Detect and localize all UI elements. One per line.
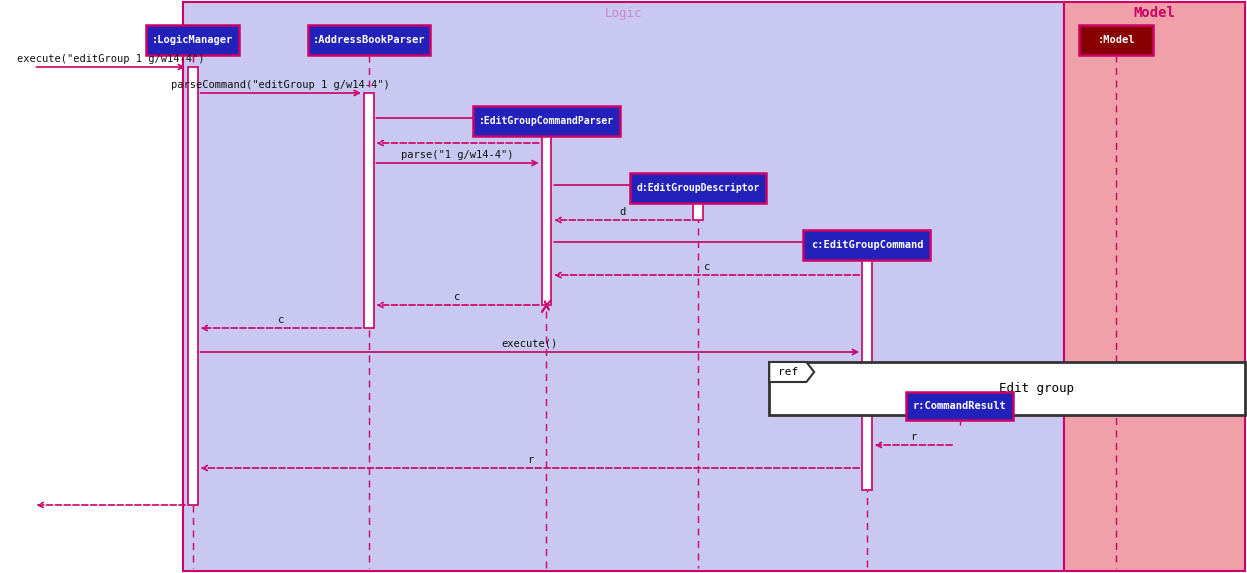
- Text: r:CommandResult: r:CommandResult: [913, 401, 1006, 411]
- Bar: [473, 106, 620, 136]
- Text: c: c: [454, 292, 460, 302]
- Text: r: r: [910, 432, 917, 442]
- Bar: [541, 118, 551, 305]
- Bar: [183, 2, 1064, 571]
- Text: r: r: [526, 455, 532, 465]
- Bar: [803, 230, 930, 260]
- Bar: [693, 185, 703, 220]
- Text: Model: Model: [1134, 6, 1176, 20]
- Text: :Model: :Model: [1097, 35, 1135, 45]
- Text: :LogicManager: :LogicManager: [152, 35, 233, 45]
- Text: d:EditGroupDescriptor: d:EditGroupDescriptor: [636, 183, 759, 193]
- Text: ✗: ✗: [539, 299, 554, 317]
- Bar: [1079, 25, 1153, 55]
- Text: :EditGroupCommandParser: :EditGroupCommandParser: [479, 116, 614, 126]
- Text: :AddressBookParser: :AddressBookParser: [313, 35, 425, 45]
- Bar: [146, 25, 239, 55]
- Bar: [769, 362, 1245, 415]
- Text: ref: ref: [778, 367, 798, 377]
- Text: parseCommand("editGroup 1 g/w14-4"): parseCommand("editGroup 1 g/w14-4"): [171, 80, 390, 90]
- Bar: [1064, 2, 1245, 571]
- Bar: [862, 242, 872, 490]
- Bar: [630, 173, 767, 203]
- Bar: [308, 25, 430, 55]
- Text: d: d: [619, 207, 625, 217]
- Text: c:EditGroupCommand: c:EditGroupCommand: [811, 240, 923, 250]
- Bar: [188, 67, 198, 505]
- Text: Logic: Logic: [605, 6, 642, 19]
- Text: Edit group: Edit group: [999, 382, 1074, 395]
- Bar: [907, 392, 1014, 420]
- Text: parse("1 g/w14-4"): parse("1 g/w14-4"): [402, 150, 514, 160]
- Text: c: c: [278, 315, 284, 325]
- Text: c: c: [703, 262, 710, 272]
- Text: execute("editGroup 1 g/w14-4"): execute("editGroup 1 g/w14-4"): [17, 54, 205, 64]
- Polygon shape: [769, 362, 814, 382]
- Text: execute(): execute(): [501, 339, 557, 349]
- Bar: [364, 93, 374, 328]
